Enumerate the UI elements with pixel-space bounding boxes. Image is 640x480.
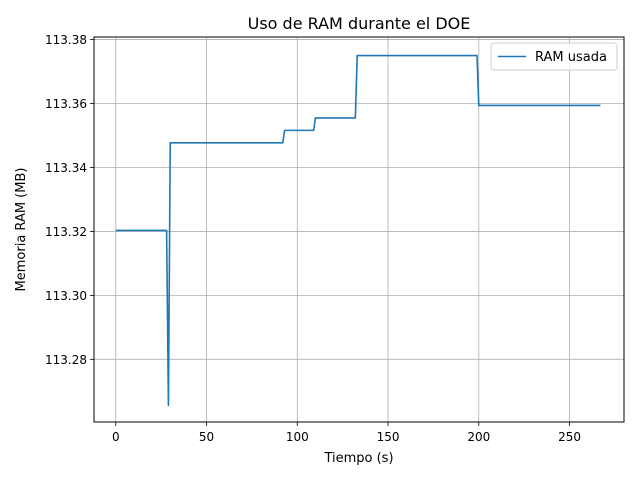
series-layer — [115, 54, 601, 407]
y-tick-label: 113.32 — [45, 225, 87, 239]
series-line-ram-usada — [115, 54, 601, 407]
y-tick-label: 113.36 — [45, 97, 87, 111]
y-tick-label: 113.30 — [45, 289, 87, 303]
grid-lines — [94, 37, 624, 422]
x-tick-label: 150 — [377, 430, 400, 444]
x-tick-label: 50 — [199, 430, 214, 444]
x-tick-label: 250 — [558, 430, 581, 444]
y-tick-label: 113.38 — [45, 33, 87, 47]
legend-label-ram-usada: RAM usada — [535, 50, 607, 65]
y-tick-label: 113.28 — [45, 353, 87, 367]
x-axis-label: Tiempo (s) — [323, 451, 393, 466]
y-axis-ticks: 113.28 113.30 113.32 113.34 113.36 113.38 — [45, 33, 94, 367]
legend: RAM usada — [490, 42, 618, 71]
legend-box — [490, 42, 618, 71]
plot-area-frame — [93, 36, 625, 423]
x-tick-label: 100 — [286, 430, 309, 444]
y-tick-label: 113.34 — [45, 161, 87, 175]
chart-title: Uso de RAM durante el DOE — [248, 14, 471, 33]
y-axis-label: Memoria RAM (MB) — [14, 168, 29, 292]
x-tick-label: 0 — [112, 430, 120, 444]
x-tick-label: 200 — [467, 430, 490, 444]
x-axis-ticks: 0 50 100 150 200 250 — [112, 422, 581, 444]
